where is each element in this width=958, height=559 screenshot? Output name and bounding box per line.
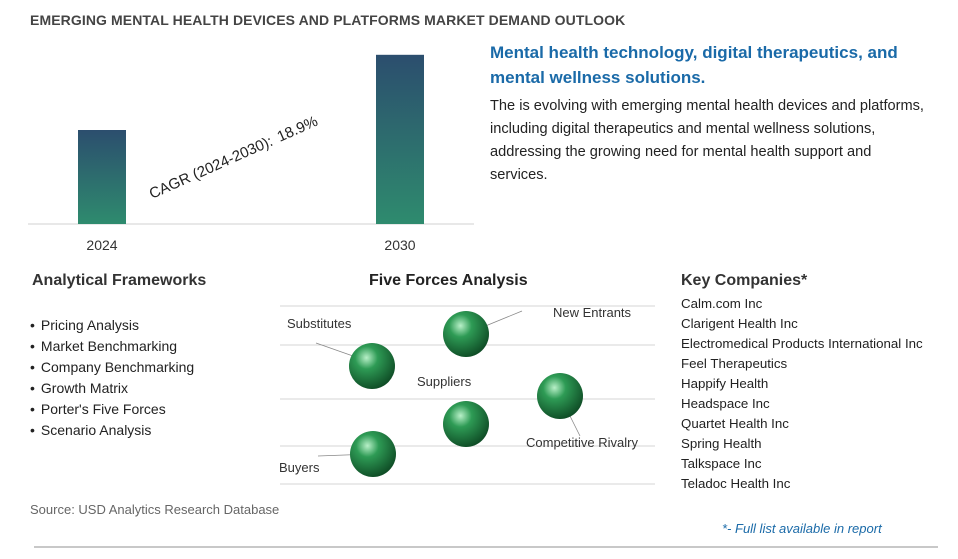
framework-item: Market Benchmarking [30, 336, 194, 357]
framework-item: Growth Matrix [30, 378, 194, 399]
frameworks-title: Analytical Frameworks [32, 272, 207, 289]
company-item: Clarigent Health Inc [681, 316, 798, 331]
five-forces-diagram: Substitutes New Entrants Suppliers Compe… [279, 305, 655, 485]
page-title: EMERGING MENTAL HEALTH DEVICES AND PLATF… [30, 12, 626, 28]
company-item: Electromedical Products International In… [681, 336, 923, 351]
framework-item: Company Benchmarking [30, 357, 194, 378]
company-item: Spring Health [681, 436, 762, 451]
sphere-new-entrants [443, 311, 489, 357]
label-substitutes: Substitutes [287, 316, 352, 331]
headline: Mental health technology, digital therap… [490, 43, 898, 87]
sphere-competitive-rivalry [537, 373, 583, 419]
full-list-note: *- Full list available in report [722, 521, 882, 536]
label-suppliers: Suppliers [417, 374, 472, 389]
company-item: Calm.com Inc [681, 296, 763, 311]
five-forces-title: Five Forces Analysis [369, 272, 528, 289]
company-item: Talkspace Inc [681, 456, 762, 471]
company-item: Feel Therapeutics [681, 356, 788, 371]
company-item: Quartet Health Inc [681, 416, 789, 431]
cagr-value: 18.9% [275, 113, 321, 146]
label-new-entrants: New Entrants [553, 305, 632, 320]
label-buyers: Buyers [279, 460, 320, 475]
cagr-label: CAGR (2024-2030): [147, 133, 276, 203]
companies-title: Key Companies* [681, 272, 808, 289]
framework-item: Scenario Analysis [30, 420, 194, 441]
market-bar-chart: 2024 2030 CAGR (2024-2030): 18.9% [28, 54, 474, 253]
companies-list: Calm.com Inc Clarigent Health Inc Electr… [681, 294, 931, 494]
framework-item: Pricing Analysis [30, 315, 194, 336]
description: The is evolving with emerging mental hea… [490, 98, 924, 183]
bar-2024 [78, 130, 126, 224]
frameworks-list: Pricing Analysis Market Benchmarking Com… [30, 315, 194, 441]
tick-label-2030: 2030 [384, 237, 415, 253]
company-item: Happify Health [681, 376, 769, 391]
bottom-divider [34, 546, 938, 548]
company-item: Teladoc Health Inc [681, 476, 791, 491]
source-note: Source: USD Analytics Research Database [30, 502, 280, 517]
bar-2030 [376, 54, 424, 224]
framework-item: Porter's Five Forces [30, 399, 194, 420]
label-competitive-rivalry: Competitive Rivalry [526, 435, 638, 450]
tick-label-2024: 2024 [86, 237, 117, 253]
sphere-buyers [350, 431, 396, 477]
company-item: Headspace Inc [681, 396, 770, 411]
sphere-suppliers [443, 401, 489, 447]
sphere-substitutes [349, 343, 395, 389]
